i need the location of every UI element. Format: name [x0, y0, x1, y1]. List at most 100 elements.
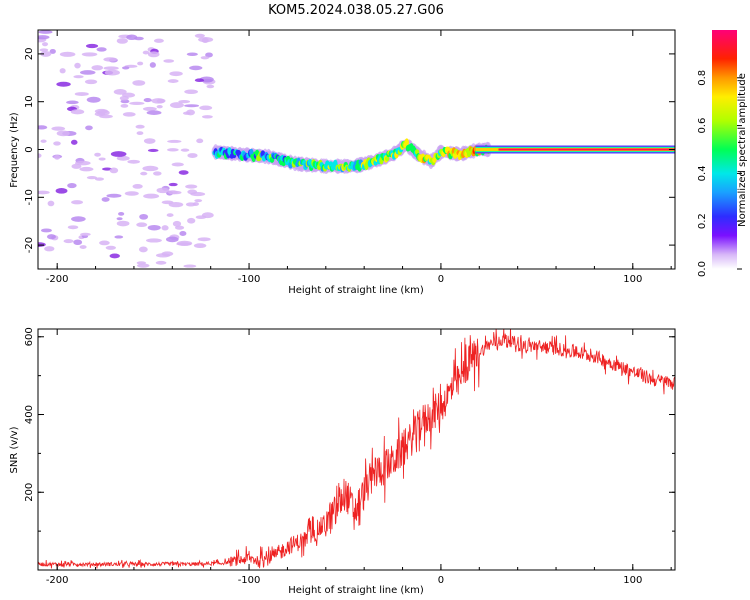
noise-blob	[153, 171, 162, 176]
colorbar: 0.0 0.2 0.4 0.6 0.8 Normalized spectral ampl…	[697, 30, 748, 277]
noise-blob	[194, 33, 205, 38]
noise-blob	[38, 190, 50, 195]
noise-blob	[86, 96, 101, 103]
colorbar-tick-label: 0.8	[697, 70, 708, 86]
noise-blob	[206, 84, 215, 89]
x-tick-label: 0	[438, 575, 444, 586]
noise-blob	[143, 193, 160, 199]
noise-blob	[172, 220, 182, 227]
noise-blob	[163, 59, 175, 63]
noise-blob	[195, 215, 207, 219]
noise-blob	[201, 37, 209, 43]
noise-blob	[106, 193, 122, 198]
noise-blob	[86, 175, 98, 180]
noise-blob	[40, 139, 47, 143]
y-tick-label: 20	[24, 48, 35, 61]
noise-blob	[187, 217, 196, 224]
y-tick-label: 200	[24, 483, 35, 502]
noise-blob	[85, 43, 99, 49]
y-tick-label: 600	[24, 327, 35, 346]
y-tick-label: 10	[24, 95, 35, 108]
noise-blob	[156, 187, 170, 194]
y-tick-label: -20	[24, 237, 35, 253]
noise-blob	[84, 79, 98, 85]
noise-blob	[136, 131, 144, 136]
noise-blob	[136, 261, 147, 265]
noise-blob	[120, 103, 129, 108]
noise-blob	[116, 38, 128, 44]
noise-blob	[59, 51, 76, 57]
chart-title: KOM5.2024.038.05.27.G06	[268, 3, 444, 18]
x-tick-label: 0	[438, 274, 444, 285]
colorbar-ticks: 0.0 0.2 0.4 0.6 0.8	[697, 70, 742, 277]
noise-blob	[201, 115, 213, 119]
noise-blob	[186, 109, 195, 116]
noise-blob	[97, 109, 110, 116]
noise-blob	[185, 184, 198, 189]
noise-blob	[127, 159, 140, 164]
noise-blob	[74, 62, 81, 69]
noise-blob	[73, 239, 83, 246]
noise-blob	[118, 211, 125, 216]
noise-blob	[200, 56, 210, 60]
noise-blob	[169, 102, 184, 109]
signal-core	[404, 138, 409, 147]
noise-blob	[38, 242, 46, 247]
noise-blob	[142, 165, 159, 172]
noise-blob	[66, 100, 79, 105]
noise-blob	[133, 36, 144, 41]
noise-blob	[168, 182, 178, 187]
noise-blob	[179, 231, 187, 237]
noise-blob	[142, 106, 157, 111]
noise-blob	[145, 238, 162, 243]
noise-blob	[103, 66, 119, 71]
noise-blob	[46, 234, 56, 240]
noise-blob	[178, 170, 189, 175]
snr-background	[38, 329, 675, 570]
noise-blob	[49, 48, 56, 54]
noise-blob	[38, 125, 48, 130]
noise-blob	[124, 191, 139, 196]
noise-blob	[75, 160, 91, 166]
noise-blob	[120, 99, 130, 104]
noise-blob	[180, 148, 190, 152]
x-tick-label: -100	[238, 274, 261, 285]
noise-blob	[116, 155, 130, 161]
noise-blob	[197, 237, 211, 242]
noise-blob	[166, 213, 174, 217]
noise-blob	[81, 52, 98, 57]
noise-blob	[109, 167, 119, 174]
noise-blob	[38, 30, 53, 34]
noise-blob	[53, 141, 61, 146]
noise-blob	[94, 177, 105, 181]
noise-blob	[59, 68, 66, 74]
noise-blob	[101, 197, 110, 202]
snr-x-label: Height of straight line (km)	[288, 585, 424, 596]
noise-blob	[79, 245, 87, 249]
noise-blob	[99, 240, 110, 246]
noise-blob	[165, 236, 179, 243]
noise-blob	[113, 88, 127, 95]
noise-blob	[47, 200, 55, 207]
colorbar-gradient	[712, 30, 737, 269]
noise-blob	[187, 189, 198, 195]
snr-y-label: SNR (v/v)	[9, 426, 20, 473]
noise-blob	[136, 222, 148, 228]
y-tick-label: 0	[24, 146, 35, 152]
noise-blob	[116, 217, 123, 221]
noise-blob	[167, 79, 179, 83]
noise-blob	[98, 157, 106, 161]
noise-blob	[56, 130, 70, 137]
noise-blob	[205, 52, 213, 58]
noise-blob	[140, 171, 148, 176]
noise-blob	[194, 199, 203, 203]
noise-blob	[153, 38, 164, 43]
noise-blob	[167, 148, 179, 152]
noise-blob	[39, 48, 49, 52]
noise-blob	[67, 182, 77, 189]
noise-blob	[138, 246, 148, 253]
x-tick-label: -200	[46, 274, 69, 285]
noise-blob	[56, 81, 71, 87]
